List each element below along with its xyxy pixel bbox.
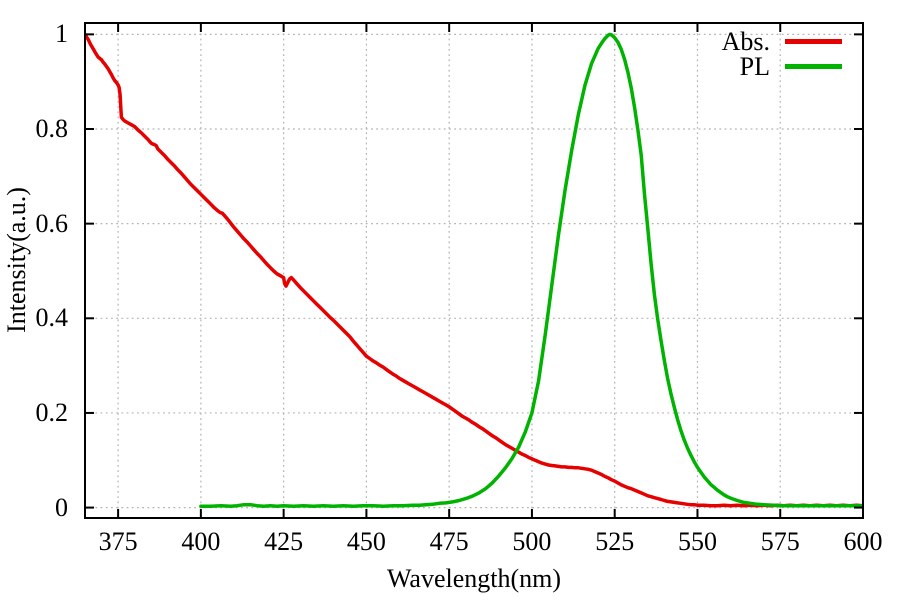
- y-axis-title: Intensity(a.u.): [2, 187, 31, 333]
- legend-label-abs: Abs.: [721, 27, 770, 56]
- x-tick-label: 475: [429, 527, 469, 556]
- x-tick-label: 575: [760, 527, 800, 556]
- series-pl-curve: [199, 32, 863, 508]
- legend-line-abs: [785, 39, 842, 44]
- y-tick-label: 0: [55, 492, 68, 522]
- legend-item-pl: PL: [722, 52, 842, 81]
- y-tick-label: 1: [55, 19, 68, 49]
- x-tick-label: 500: [512, 527, 552, 556]
- y-tick-label: 0.4: [35, 303, 69, 333]
- legend-line-pl: [785, 64, 842, 69]
- y-tick-label: 0.6: [35, 208, 69, 238]
- x-tick-label: 375: [98, 527, 138, 556]
- y-tick-label: 0.8: [35, 114, 69, 143]
- legend-label-pl: PL: [739, 52, 770, 81]
- x-tick-label: 600: [843, 527, 883, 556]
- x-tick-label: 400: [181, 527, 221, 556]
- x-axis-title: Wavelength(nm): [386, 564, 562, 593]
- legend: Abs. PL: [721, 27, 842, 81]
- x-tick-label: 450: [346, 527, 386, 556]
- grid-lines: [85, 23, 863, 518]
- tick-marks: [85, 23, 864, 518]
- legend-item-abs: Abs.: [721, 27, 842, 56]
- plot-border: [84, 22, 864, 519]
- x-tick-label: 525: [595, 527, 635, 556]
- x-tick-label: 550: [677, 527, 717, 556]
- x-tick-label: 425: [264, 527, 304, 556]
- series-abs-curve: [85, 32, 863, 508]
- y-tick-label: 0.2: [35, 397, 69, 427]
